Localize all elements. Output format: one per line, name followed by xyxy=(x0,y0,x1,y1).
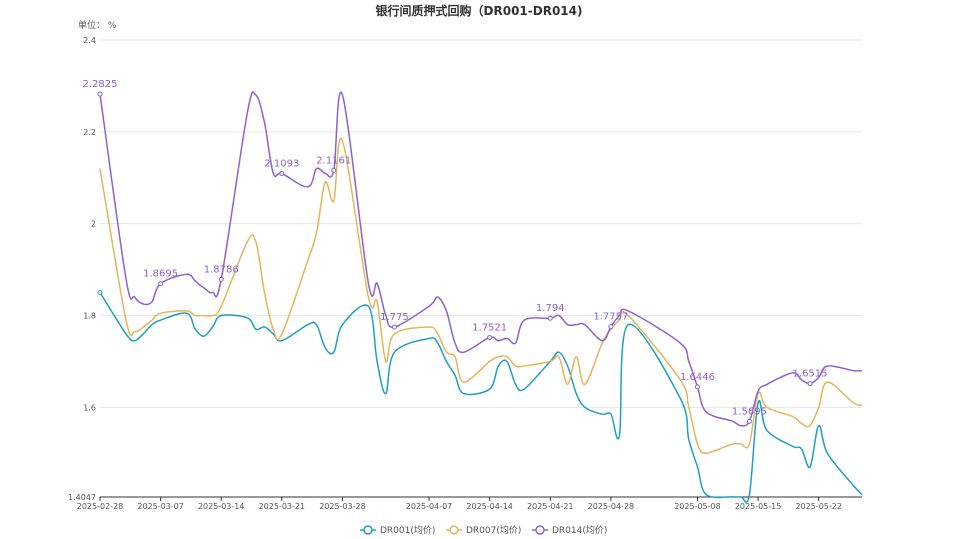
data-label: 2.2825 xyxy=(83,79,118,90)
data-point-marker xyxy=(391,324,397,330)
series-layer xyxy=(99,91,863,503)
legend-swatch-marker xyxy=(363,525,373,535)
x-tick-label: 2025-03-28 xyxy=(319,502,366,511)
data-label: 1.7757 xyxy=(593,312,628,323)
x-tick-label: 2025-04-28 xyxy=(588,502,635,511)
legend-item-label: DR007(均价) xyxy=(466,524,521,536)
x-tick-label: 2025-03-07 xyxy=(137,502,184,511)
legend-swatch-marker xyxy=(535,525,545,535)
data-label: 1.5695 xyxy=(732,406,767,417)
data-label: 1.775 xyxy=(380,312,409,323)
data-label: 1.794 xyxy=(536,303,565,314)
series-line-1 xyxy=(99,292,863,503)
data-label: 1.7521 xyxy=(472,322,507,333)
series-line-2 xyxy=(99,137,863,454)
x-tick-label: 2025-03-14 xyxy=(198,502,245,511)
data-point-marker xyxy=(97,91,103,97)
data-point-marker xyxy=(218,276,224,282)
x-tick-label: 2025-05-08 xyxy=(674,502,721,511)
data-point-marker xyxy=(694,384,700,390)
y-tick-label: 1.4047 xyxy=(68,493,96,502)
data-point-marker xyxy=(97,290,103,296)
data-label-layer: 2.2825 1.8695 1.8786 2.1093 2.1161 1.775 1.752… xyxy=(83,79,828,424)
x-tick-label: 2025-02-28 xyxy=(77,502,124,511)
data-point-marker xyxy=(487,334,493,340)
chart-title: 银行间质押式回购（DR001-DR014) xyxy=(375,4,583,18)
unit-label: 单位： % xyxy=(78,19,117,31)
legend-item-label: DR001(均价) xyxy=(380,524,435,536)
x-tick-label: 2025-04-21 xyxy=(527,502,574,511)
y-tick-label: 1.8 xyxy=(83,311,96,320)
y-tick-label: 2.4 xyxy=(83,36,96,45)
legend-item-label: DR014(均价) xyxy=(552,524,607,536)
data-point-marker xyxy=(158,281,164,287)
data-label: 1.6446 xyxy=(680,372,715,383)
data-point-marker xyxy=(547,315,553,321)
series-line-3 xyxy=(99,91,863,427)
data-point-marker xyxy=(331,167,337,173)
x-tick-label: 2025-03-21 xyxy=(259,502,306,511)
y-tick-label: 1.6 xyxy=(83,403,96,412)
data-point-marker xyxy=(279,170,285,176)
data-point-marker xyxy=(608,324,614,330)
data-point-marker xyxy=(746,418,752,424)
data-label: 1.6515 xyxy=(793,369,828,380)
data-label: 1.8695 xyxy=(143,269,178,280)
x-tick-label: 2025-05-15 xyxy=(735,502,782,511)
data-label: 2.1093 xyxy=(264,158,299,169)
x-tick-label: 2025-04-14 xyxy=(466,502,513,511)
legend[interactable]: DR001(均价) DR007(均价) DR014(均价) xyxy=(360,524,607,536)
x-tick-label: 2025-04-07 xyxy=(406,502,453,511)
x-tick-label: 2025-05-22 xyxy=(795,502,842,511)
y-tick-label: 2 xyxy=(91,220,96,229)
legend-swatch-marker xyxy=(449,525,459,535)
data-label: 1.8786 xyxy=(204,264,239,275)
data-label: 2.1161 xyxy=(316,155,351,166)
data-point-marker xyxy=(807,381,813,387)
y-tick-label: 2.2 xyxy=(83,128,96,137)
grid-layer xyxy=(100,39,862,498)
